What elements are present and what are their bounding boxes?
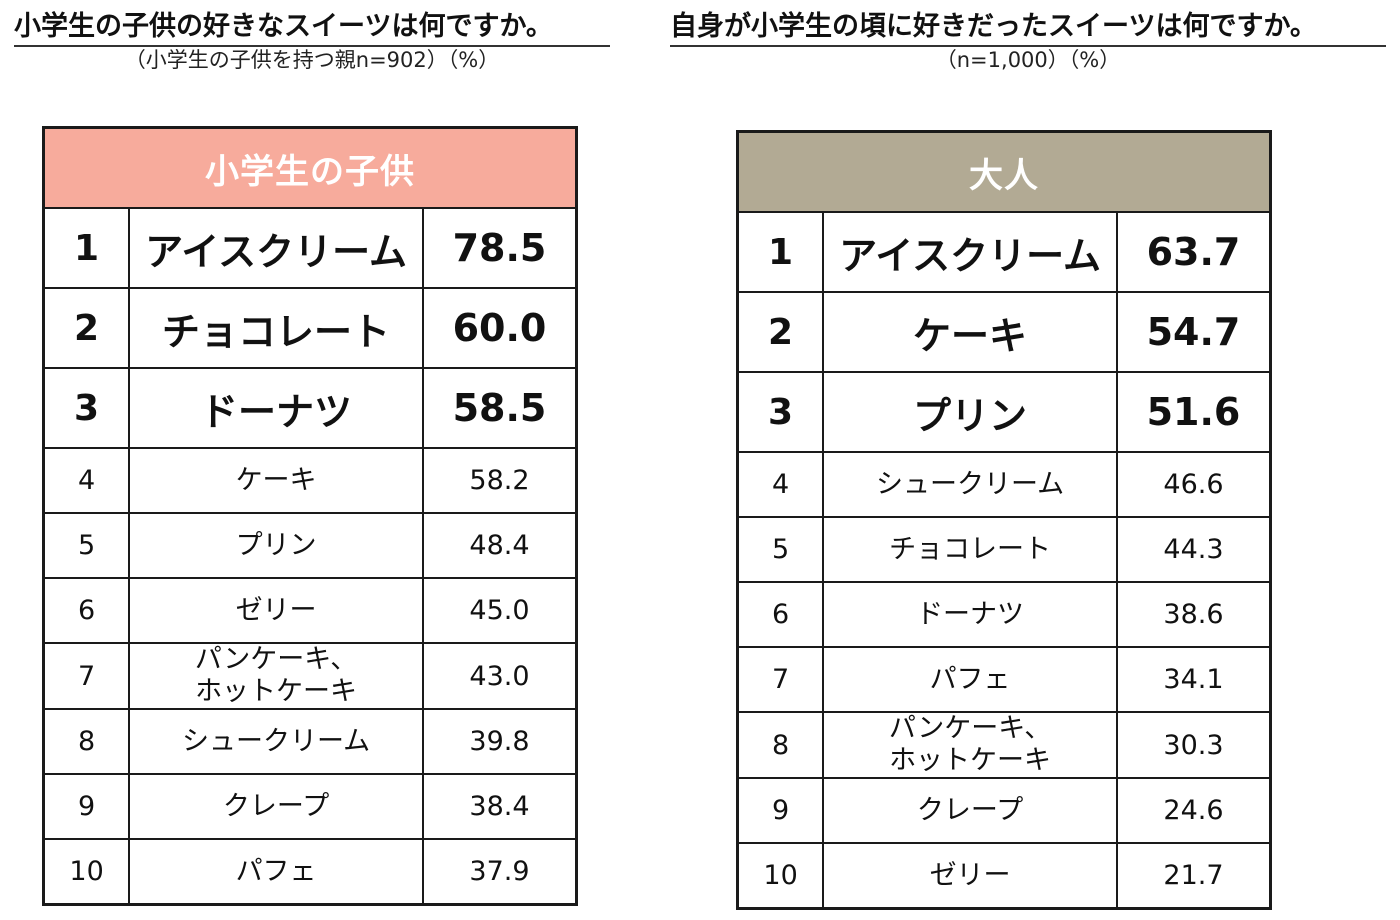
table-row: 3 ドーナツ 58.5 (42, 367, 578, 449)
rank-cell: 7 (42, 642, 131, 710)
table-row: 2 ケーキ 54.7 (736, 291, 1272, 373)
table-row: 9 クレープ 38.4 (42, 773, 578, 840)
table-header-row: 大人 (736, 130, 1272, 213)
sweet-name-cell: ケーキ (128, 447, 424, 514)
rank-cell: 1 (736, 211, 825, 293)
rank-cell: 2 (736, 291, 825, 373)
percent-value-cell: 21.7 (1115, 842, 1272, 910)
table-row: 4 ケーキ 58.2 (42, 447, 578, 514)
sweet-name-cell: パンケーキ、 ホットケーキ (822, 711, 1118, 779)
rank-cell: 9 (736, 777, 825, 844)
percent-value-cell: 44.3 (1115, 516, 1272, 583)
sweet-name-cell: パンケーキ、 ホットケーキ (128, 642, 424, 710)
sweet-name-cell: パフェ (822, 646, 1118, 713)
table-row: 9 クレープ 24.6 (736, 777, 1272, 844)
percent-value-cell: 51.6 (1115, 371, 1272, 453)
rank-cell: 7 (736, 646, 825, 713)
percent-value-cell: 39.8 (421, 708, 578, 775)
percent-value-cell: 54.7 (1115, 291, 1272, 373)
percent-value-cell: 60.0 (421, 287, 578, 369)
sweet-name-cell: ドーナツ (128, 367, 424, 449)
percent-value-cell: 30.3 (1115, 711, 1272, 779)
rank-cell: 3 (42, 367, 131, 449)
percent-value-cell: 58.5 (421, 367, 578, 449)
table-row: 7 パンケーキ、 ホットケーキ 43.0 (42, 642, 578, 710)
left-table-header: 小学生の子供 (42, 126, 578, 209)
rank-cell: 2 (42, 287, 131, 369)
percent-value-cell: 24.6 (1115, 777, 1272, 844)
sweet-name-cell: ゼリー (128, 577, 424, 644)
sweet-name-cell: ゼリー (822, 842, 1118, 910)
percent-value-cell: 34.1 (1115, 646, 1272, 713)
right-panel-title: 自身が小学生の頃に好きだったスイーツは何ですか。 (670, 12, 1386, 47)
percent-value-cell: 38.6 (1115, 581, 1272, 648)
percent-value-cell: 46.6 (1115, 451, 1272, 518)
sweet-name-cell: チョコレート (822, 516, 1118, 583)
rank-cell: 10 (736, 842, 825, 910)
sweet-name-cell: ケーキ (822, 291, 1118, 373)
right-table-header: 大人 (736, 130, 1272, 213)
percent-value-cell: 48.4 (421, 512, 578, 579)
percent-value-cell: 58.2 (421, 447, 578, 514)
table-row: 2 チョコレート 60.0 (42, 287, 578, 369)
percent-value-cell: 78.5 (421, 207, 578, 289)
table-row: 10 パフェ 37.9 (42, 838, 578, 906)
rank-cell: 4 (736, 451, 825, 518)
rank-cell: 8 (42, 708, 131, 775)
table-row: 5 チョコレート 44.3 (736, 516, 1272, 583)
percent-value-cell: 45.0 (421, 577, 578, 644)
rank-cell: 10 (42, 838, 131, 906)
percent-value-cell: 63.7 (1115, 211, 1272, 293)
sweet-name-cell: アイスクリーム (128, 207, 424, 289)
rank-cell: 5 (736, 516, 825, 583)
sweet-name-cell: ドーナツ (822, 581, 1118, 648)
rank-cell: 4 (42, 447, 131, 514)
sweet-name-cell: パフェ (128, 838, 424, 906)
sweet-name-cell: クレープ (822, 777, 1118, 844)
table-row: 3 プリン 51.6 (736, 371, 1272, 453)
rank-cell: 9 (42, 773, 131, 840)
percent-value-cell: 43.0 (421, 642, 578, 710)
left-panel-subtitle: （小学生の子供を持つ親n=902）（%） (124, 48, 500, 72)
left-ranking-table: 小学生の子供 1 アイスクリーム 78.5 2 チョコレート 60.0 3 ドーナツ 58.5 4… (42, 126, 578, 906)
percent-value-cell: 38.4 (421, 773, 578, 840)
left-panel-title: 小学生の子供の好きなスイーツは何ですか。 (14, 12, 610, 47)
table-row: 10 ゼリー 21.7 (736, 842, 1272, 910)
right-panel-subtitle: （n=1,000）（%） (935, 48, 1121, 72)
table-row: 1 アイスクリーム 63.7 (736, 211, 1272, 293)
table-row: 6 ゼリー 45.0 (42, 577, 578, 644)
sweet-name-cell: プリン (128, 512, 424, 579)
table-row: 7 パフェ 34.1 (736, 646, 1272, 713)
table-row: 4 シュークリーム 46.6 (736, 451, 1272, 518)
table-row: 5 プリン 48.4 (42, 512, 578, 579)
rank-cell: 3 (736, 371, 825, 453)
rank-cell: 6 (42, 577, 131, 644)
table-row: 8 シュークリーム 39.8 (42, 708, 578, 775)
table-row: 8 パンケーキ、 ホットケーキ 30.3 (736, 711, 1272, 779)
sweet-name-cell: クレープ (128, 773, 424, 840)
table-header-row: 小学生の子供 (42, 126, 578, 209)
sweet-name-cell: アイスクリーム (822, 211, 1118, 293)
table-row: 6 ドーナツ 38.6 (736, 581, 1272, 648)
rank-cell: 5 (42, 512, 131, 579)
percent-value-cell: 37.9 (421, 838, 578, 906)
table-row: 1 アイスクリーム 78.5 (42, 207, 578, 289)
sweet-name-cell: シュークリーム (822, 451, 1118, 518)
sweet-name-cell: チョコレート (128, 287, 424, 369)
rank-cell: 1 (42, 207, 131, 289)
sweet-name-cell: シュークリーム (128, 708, 424, 775)
sweet-name-cell: プリン (822, 371, 1118, 453)
rank-cell: 6 (736, 581, 825, 648)
right-ranking-table: 大人 1 アイスクリーム 63.7 2 ケーキ 54.7 3 プリン 51.6 4 シュークリーム 4… (736, 130, 1272, 910)
rank-cell: 8 (736, 711, 825, 779)
